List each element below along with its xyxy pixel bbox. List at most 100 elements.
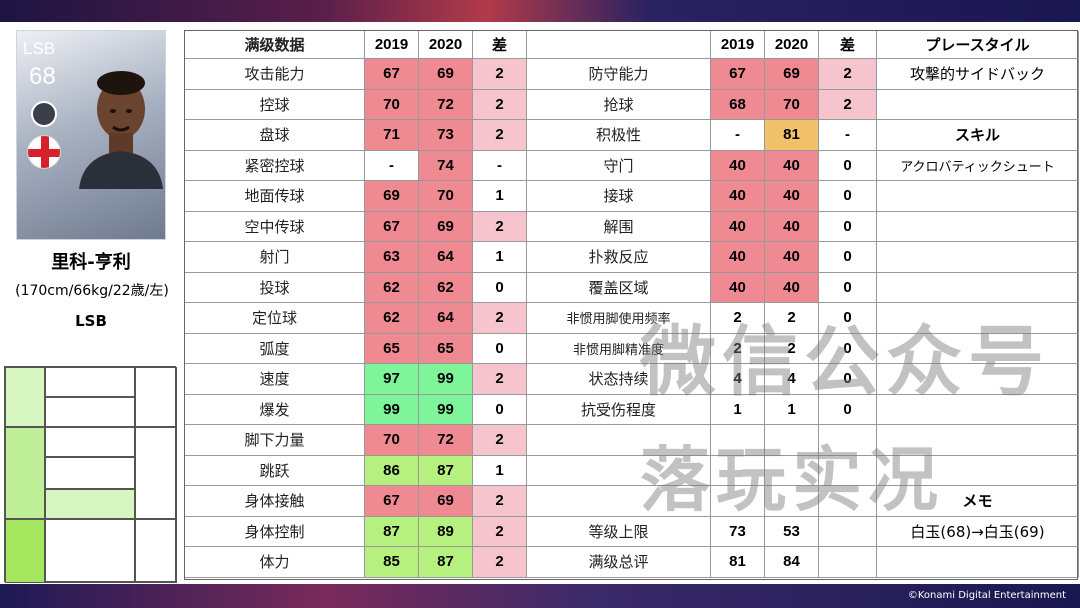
stat-value-2020: 62 — [419, 272, 473, 303]
stats-table: 满级数据 2019 2020 差 2019 2020 差プレースタイル 攻击能力 67 69 2 控球… — [184, 30, 1079, 580]
side-empty — [877, 547, 1079, 578]
stat-value-2020: 53 — [765, 516, 819, 547]
player-info: (170cm/66kg/22歳/左) — [15, 283, 169, 299]
stat-diff — [819, 547, 877, 578]
stat-label — [527, 455, 711, 486]
stat-value-2020: 40 — [765, 272, 819, 303]
memo-value: 白玉(68)→白玉(69) — [877, 516, 1079, 547]
stat-value-2019: 62 — [365, 272, 419, 303]
pitch-zone — [5, 427, 45, 519]
stat-diff: 2 — [473, 364, 527, 395]
stat-value-2019: 40 — [711, 181, 765, 212]
stat-diff: 1 — [473, 455, 527, 486]
player-photo — [79, 71, 163, 189]
club-badge-icon — [31, 101, 57, 127]
stat-value-2019: - — [365, 150, 419, 181]
stat-value-2020: 69 — [419, 59, 473, 90]
player-card: LSB 68 — [16, 30, 166, 240]
side-empty — [877, 89, 1079, 120]
stat-diff: 2 — [473, 59, 527, 90]
stat-diff: 0 — [819, 303, 877, 334]
stat-value-2019: 86 — [365, 455, 419, 486]
header-memo: メモ — [877, 486, 1079, 517]
stat-diff: 1 — [473, 181, 527, 212]
stat-value-2019: 67 — [365, 211, 419, 242]
stat-diff — [819, 425, 877, 456]
stat-value-2020: 69 — [765, 59, 819, 90]
stat-value-2019: 73 — [711, 516, 765, 547]
stat-label: 体力 — [185, 547, 365, 578]
stat-diff — [819, 516, 877, 547]
stat-label: 非惯用脚精准度 — [527, 333, 711, 364]
skill-value: アクロバティックシュート — [877, 150, 1079, 181]
stat-diff: 2 — [473, 120, 527, 151]
stat-value-2019: 70 — [365, 425, 419, 456]
stat-value-2020: 1 — [765, 394, 819, 425]
side-empty — [877, 425, 1079, 456]
stat-value-2019: 85 — [365, 547, 419, 578]
stat-value-2020: 99 — [419, 364, 473, 395]
stat-label: 射门 — [185, 242, 365, 273]
stat-value-2020: 99 — [419, 394, 473, 425]
stat-label: 覆盖区域 — [527, 272, 711, 303]
stat-label: 攻击能力 — [185, 59, 365, 90]
stat-value-2020: 72 — [419, 425, 473, 456]
stat-value-2020: 69 — [419, 211, 473, 242]
stat-value-2019: 67 — [711, 59, 765, 90]
stat-diff: 0 — [473, 333, 527, 364]
stat-value-2019: 40 — [711, 242, 765, 273]
stat-value-2020 — [765, 486, 819, 517]
side-empty — [877, 211, 1079, 242]
stat-label: 爆发 — [185, 394, 365, 425]
stat-label: 扑救反应 — [527, 242, 711, 273]
header-diff: 差 — [473, 31, 527, 59]
header-2020: 2020 — [419, 31, 473, 59]
stat-diff: 2 — [473, 516, 527, 547]
side-empty — [877, 333, 1079, 364]
stat-diff: 0 — [819, 211, 877, 242]
stat-value-2020 — [765, 455, 819, 486]
stat-value-2020: 40 — [765, 150, 819, 181]
pitch-zone — [5, 367, 45, 427]
stat-label: 非惯用脚使用频率 — [527, 303, 711, 334]
stat-value-2020: 40 — [765, 181, 819, 212]
stat-value-2019: 40 — [711, 150, 765, 181]
stat-diff: 2 — [473, 89, 527, 120]
stat-label: 满级总评 — [527, 547, 711, 578]
stat-value-2020: 64 — [419, 242, 473, 273]
card-rating: 68 — [29, 63, 56, 90]
stat-value-2020 — [765, 425, 819, 456]
stat-label: 跳跃 — [185, 455, 365, 486]
stat-label: 抢球 — [527, 89, 711, 120]
side-empty — [877, 272, 1079, 303]
stat-diff: 2 — [473, 303, 527, 334]
pitch-zone — [45, 397, 135, 427]
stat-diff: 0 — [819, 272, 877, 303]
stat-label: 空中传球 — [185, 211, 365, 242]
header-skill: スキル — [877, 120, 1079, 151]
top-banner — [0, 0, 1080, 22]
stat-value-2020: 87 — [419, 455, 473, 486]
stat-value-2020: 2 — [765, 333, 819, 364]
stat-label: 身体接触 — [185, 486, 365, 517]
stat-diff: 2 — [473, 425, 527, 456]
stat-label: 脚下力量 — [185, 425, 365, 456]
side-empty — [877, 242, 1079, 273]
header-2019-right: 2019 — [711, 31, 765, 59]
pitch-zone — [45, 489, 135, 519]
stat-value-2020: 2 — [765, 303, 819, 334]
player-name: 里科-亨利 — [51, 252, 131, 273]
side-empty — [877, 181, 1079, 212]
stat-value-2020: 4 — [765, 364, 819, 395]
stat-diff: 0 — [819, 394, 877, 425]
stat-diff — [819, 486, 877, 517]
stat-value-2019: 1 — [711, 394, 765, 425]
stat-diff: 2 — [819, 89, 877, 120]
pitch-zone — [45, 457, 135, 489]
stat-value-2019: 81 — [711, 547, 765, 578]
stat-value-2019: - — [711, 120, 765, 151]
stat-diff: 2 — [473, 486, 527, 517]
stat-label: 防守能力 — [527, 59, 711, 90]
pitch-zone — [135, 367, 177, 427]
stat-label — [527, 486, 711, 517]
